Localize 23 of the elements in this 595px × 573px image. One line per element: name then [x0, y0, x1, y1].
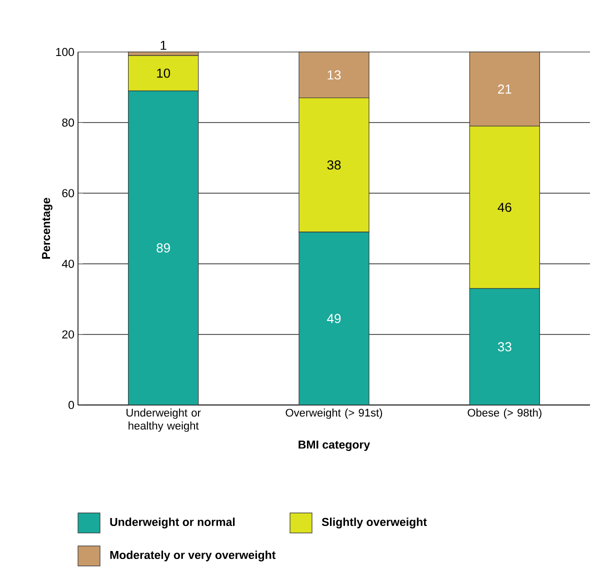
y-tick-label: 100 [56, 48, 74, 56]
data-label: 21 [498, 84, 512, 94]
y-tick-label: 40 [62, 260, 74, 268]
legend-label: Slightly overweight [322, 518, 427, 528]
x-tick-label: Overweight (> 91st) [286, 408, 382, 419]
y-tick-label: 0 [68, 400, 74, 410]
y-tick-label: 60 [62, 189, 74, 198]
y-tick-label: 80 [62, 118, 74, 127]
y-tick-label: 20 [62, 330, 74, 338]
x-axis-title: BMI category [298, 440, 370, 451]
data-label: 13 [328, 70, 341, 80]
x-tick-label: Obese (> 98th) [468, 408, 542, 419]
data-label: 49 [327, 314, 341, 324]
legend-label: Underweight or normal [110, 518, 235, 528]
data-label: 1 [160, 40, 166, 50]
y-axis-title: Percentage [42, 198, 52, 259]
data-label: 89 [156, 243, 170, 253]
data-label: 10 [157, 68, 170, 78]
legend-label: Moderately or very overweight [110, 550, 276, 562]
data-label: 33 [498, 342, 512, 352]
x-tick-label: Underweight or healthy weight [126, 408, 201, 432]
data-label: 46 [498, 202, 512, 212]
data-label: 38 [327, 160, 341, 170]
